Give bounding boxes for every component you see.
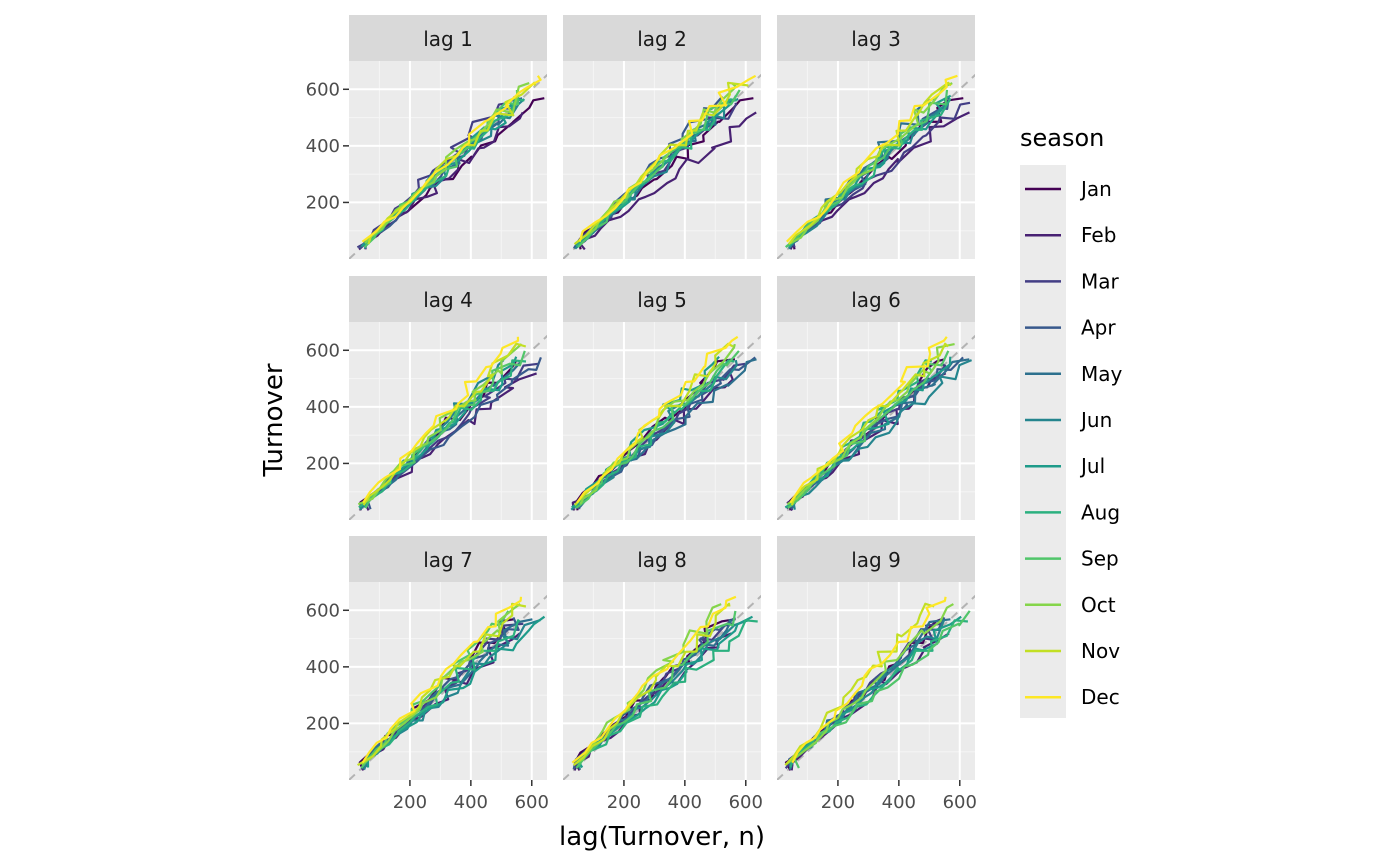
y-tick-label: 200 — [306, 192, 340, 213]
y-axis-title: Turnover — [259, 363, 289, 477]
legend: season Jan Feb Mar Apr May Jun Jul Aug Sep Oct Nov… — [1020, 124, 1123, 718]
series-line-jun — [791, 359, 973, 510]
legend-label-jul: Jul — [1079, 454, 1105, 478]
panel-lines — [563, 334, 761, 520]
x-tick-label: 400 — [454, 792, 488, 813]
facet-panel: lag 2 — [563, 15, 761, 259]
y-tick-label: 400 — [306, 136, 340, 157]
facet-panel: lag 6 — [777, 276, 975, 520]
facet-strip-label: lag 9 — [851, 548, 901, 572]
facet-strip — [563, 276, 761, 322]
panel-lines — [349, 334, 547, 520]
facet-strip-label: lag 1 — [423, 27, 473, 51]
facet-panel: lag 4 200 400 600 — [306, 276, 547, 520]
series-line-nov — [367, 81, 537, 245]
facet-strip — [563, 536, 761, 582]
legend-label-may: May — [1081, 362, 1123, 386]
x-tick-label: 400 — [668, 792, 702, 813]
legend-label-jan: Jan — [1079, 177, 1112, 201]
series-line-jun — [570, 359, 738, 511]
legend-label-oct: Oct — [1081, 593, 1116, 617]
y-tick-label: 200 — [306, 713, 340, 734]
facet-panel: lag 8 200 400 600 — [563, 536, 763, 813]
series-line-oct — [360, 603, 521, 766]
x-axis-title: lag(Turnover, n) — [559, 822, 765, 852]
series-line-dec — [571, 595, 737, 764]
legend-key-background — [1020, 165, 1066, 718]
facet-strip — [777, 536, 975, 582]
series-line-oct — [785, 603, 954, 766]
series-line-dec — [786, 74, 958, 243]
facet-strip-label: lag 3 — [851, 27, 901, 51]
series-line-dec — [361, 596, 523, 764]
series-line-dec — [789, 336, 948, 504]
legend-label-jun: Jun — [1079, 408, 1112, 432]
x-tick-label: 200 — [393, 792, 427, 813]
panel-lines — [349, 73, 547, 259]
facet-strip — [777, 276, 975, 322]
panel-lines — [777, 594, 975, 780]
y-tick-label: 200 — [306, 453, 340, 474]
legend-label-feb: Feb — [1081, 223, 1116, 247]
x-tick-label: 600 — [729, 792, 763, 813]
series-line-dec — [576, 335, 739, 504]
panel-lines — [563, 594, 761, 780]
series-line-dec — [791, 596, 947, 764]
x-tick-label: 200 — [821, 792, 855, 813]
y-tick-label: 400 — [306, 657, 340, 678]
series-line-nov — [787, 81, 952, 245]
series-line-jul — [366, 615, 546, 768]
facet-panel: lag 5 — [563, 276, 761, 520]
x-tick-label: 600 — [943, 792, 977, 813]
y-tick-label: 600 — [306, 340, 340, 361]
panel-lines — [777, 73, 975, 259]
facet-strip-label: lag 2 — [637, 27, 687, 51]
legend-label-aug: Aug — [1081, 500, 1120, 524]
x-tick-label: 400 — [882, 792, 916, 813]
series-line-dec — [362, 336, 520, 504]
panel-lines — [349, 594, 547, 780]
series-line-nov — [790, 342, 949, 506]
facet-strip — [777, 15, 975, 61]
series-line-dec — [361, 75, 542, 243]
legend-label-mar: Mar — [1081, 269, 1120, 293]
series-line-nov — [573, 602, 731, 766]
facet-panel: lag 7 200 400 600 200 400 600 — [306, 536, 549, 813]
facet-panel: lag 1 200 400 600 — [306, 15, 547, 259]
facet-panel: lag 9 200 400 600 — [777, 536, 977, 813]
y-tick-label: 600 — [306, 79, 340, 100]
legend-title: season — [1020, 124, 1104, 152]
y-tick-label: 400 — [306, 397, 340, 418]
x-tick-label: 200 — [607, 792, 641, 813]
facet-strip-label: lag 4 — [423, 288, 473, 312]
facet-strip — [349, 276, 547, 322]
legend-label-sep: Sep — [1081, 547, 1119, 571]
series-line-nov — [362, 342, 527, 506]
facet-strip — [563, 15, 761, 61]
facet-strip-label: lag 5 — [637, 288, 687, 312]
legend-label-nov: Nov — [1081, 639, 1120, 663]
legend-label-dec: Dec — [1081, 685, 1120, 709]
series-line-may — [791, 358, 970, 508]
panel-lines — [777, 334, 975, 520]
legend-items: Jan Feb Mar Apr May Jun Jul Aug Sep Oct Nov Dec — [1025, 177, 1123, 709]
series-line-sep — [793, 610, 971, 769]
facet-strip — [349, 15, 547, 61]
facet-strip — [349, 536, 547, 582]
legend-label-apr: Apr — [1081, 316, 1116, 340]
y-tick-label: 600 — [306, 600, 340, 621]
facet-strip-label: lag 8 — [637, 548, 687, 572]
facet-strip-label: lag 6 — [851, 288, 901, 312]
series-line-dec — [578, 74, 757, 243]
facet-strip-label: lag 7 — [423, 548, 473, 572]
series-line-aug — [577, 619, 758, 768]
series-line-sep — [577, 89, 741, 248]
series-line-jan — [574, 358, 736, 511]
x-tick-label: 600 — [515, 792, 549, 813]
series-line-aug — [361, 619, 521, 768]
facet-panel: lag 3 — [777, 15, 975, 259]
panel-lines — [563, 73, 761, 259]
